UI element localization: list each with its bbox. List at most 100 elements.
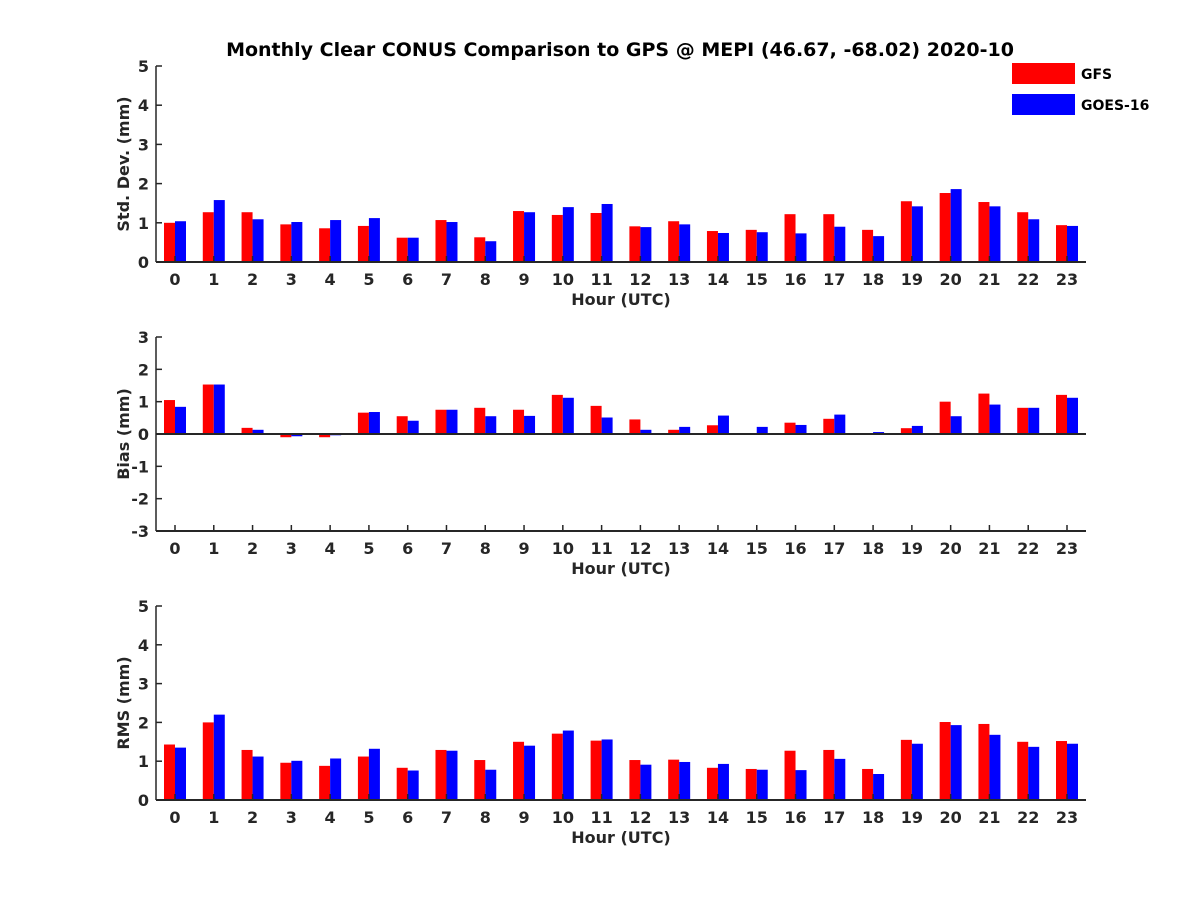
x-tick-label: 14 <box>707 808 729 827</box>
x-tick-label: 12 <box>629 539 651 558</box>
bar-goes-16-hour-1 <box>213 384 225 434</box>
bar-goes-16-hour-3 <box>291 434 303 437</box>
bar-gfs-hour-20 <box>939 401 951 434</box>
bar-gfs-hour-20 <box>939 722 951 800</box>
bar-goes-16-hour-5 <box>368 748 380 800</box>
y-axis-label: Bias (mm) <box>114 388 133 480</box>
bar-goes-16-hour-16 <box>795 233 807 262</box>
x-tick-label: 2 <box>247 808 258 827</box>
bar-gfs-hour-11 <box>590 740 602 800</box>
bar-gfs-hour-17 <box>823 214 835 262</box>
x-tick-label: 10 <box>552 539 574 558</box>
x-tick-label: 7 <box>441 270 452 289</box>
bar-gfs-hour-11 <box>590 405 602 434</box>
x-tick-label: 20 <box>940 270 962 289</box>
bar-goes-16-hour-20 <box>950 189 962 262</box>
x-tick-label: 20 <box>940 808 962 827</box>
y-tick-label: 2 <box>138 175 149 194</box>
bar-gfs-hour-15 <box>745 768 757 800</box>
bar-gfs-hour-16 <box>784 422 796 434</box>
x-tick-label: 1 <box>208 270 219 289</box>
x-tick-label: 13 <box>668 539 690 558</box>
y-tick-label: 0 <box>138 425 149 444</box>
y-tick-label: 5 <box>138 597 149 616</box>
x-tick-label: 22 <box>1017 539 1039 558</box>
bar-goes-16-hour-8 <box>485 416 497 434</box>
x-tick-label: 6 <box>402 270 413 289</box>
bar-goes-16-hour-1 <box>213 200 225 262</box>
bar-gfs-hour-18 <box>862 768 874 800</box>
bar-goes-16-hour-19 <box>911 743 923 800</box>
bar-gfs-hour-22 <box>1017 212 1029 262</box>
x-tick-label: 13 <box>668 808 690 827</box>
x-tick-label: 11 <box>590 808 612 827</box>
bar-gfs-hour-2 <box>241 749 253 800</box>
bar-goes-16-hour-21 <box>989 404 1001 434</box>
bar-gfs-hour-8 <box>474 237 486 262</box>
x-tick-label: 1 <box>208 539 219 558</box>
x-axis-label: Hour (UTC) <box>571 828 671 847</box>
x-tick-label: 7 <box>441 539 452 558</box>
x-tick-label: 16 <box>784 270 806 289</box>
bar-goes-16-hour-6 <box>407 237 419 262</box>
bar-gfs-hour-3 <box>280 224 292 262</box>
y-tick-label: 3 <box>138 135 149 154</box>
bar-gfs-hour-20 <box>939 193 951 262</box>
y-tick-label: 4 <box>138 636 149 655</box>
bar-goes-16-hour-7 <box>446 222 458 262</box>
bar-gfs-hour-4 <box>319 765 331 800</box>
bar-gfs-hour-5 <box>357 756 369 800</box>
bar-gfs-hour-23 <box>1056 225 1067 262</box>
bar-goes-16-hour-22 <box>1028 407 1040 434</box>
x-axis-label: Hour (UTC) <box>571 559 671 578</box>
x-tick-label: 7 <box>441 808 452 827</box>
x-tick-label: 8 <box>480 270 491 289</box>
bar-gfs-hour-21 <box>978 723 990 800</box>
bar-goes-16-hour-4 <box>330 220 342 262</box>
y-tick-label: 1 <box>138 752 149 771</box>
x-tick-label: 17 <box>823 539 845 558</box>
bar-gfs-hour-4 <box>319 228 331 262</box>
bar-goes-16-hour-10 <box>562 397 574 434</box>
x-tick-label: 9 <box>518 539 529 558</box>
bar-goes-16-hour-14 <box>717 763 729 800</box>
x-tick-label: 19 <box>901 808 923 827</box>
x-tick-label: 5 <box>363 808 374 827</box>
bar-goes-16-hour-0 <box>175 221 186 262</box>
bar-goes-16-hour-22 <box>1028 746 1040 800</box>
bar-goes-16-hour-12 <box>640 764 652 800</box>
x-tick-label: 13 <box>668 270 690 289</box>
y-tick-label: 1 <box>138 214 149 233</box>
x-tick-label: 9 <box>518 270 529 289</box>
bar-gfs-hour-16 <box>784 750 796 800</box>
x-tick-label: 5 <box>363 539 374 558</box>
x-tick-label: 8 <box>480 539 491 558</box>
x-tick-label: 15 <box>746 539 768 558</box>
bar-goes-16-hour-10 <box>562 207 574 262</box>
x-tick-label: 8 <box>480 808 491 827</box>
bar-goes-16-hour-13 <box>679 426 691 434</box>
bar-goes-16-hour-5 <box>368 218 380 262</box>
bar-goes-16-hour-15 <box>756 769 768 800</box>
bar-goes-16-hour-17 <box>834 758 846 800</box>
bar-gfs-hour-7 <box>435 220 447 262</box>
x-tick-label: 19 <box>901 270 923 289</box>
bar-goes-16-hour-0 <box>175 747 186 800</box>
bar-goes-16-hour-6 <box>407 420 419 434</box>
y-tick-label: 0 <box>138 253 149 272</box>
bar-goes-16-hour-2 <box>252 756 264 800</box>
x-tick-label: 21 <box>978 539 1000 558</box>
x-tick-label: 21 <box>978 808 1000 827</box>
x-tick-label: 16 <box>784 808 806 827</box>
x-tick-label: 15 <box>746 808 768 827</box>
bar-goes-16-hour-3 <box>291 222 303 262</box>
bar-gfs-hour-17 <box>823 418 835 434</box>
bar-gfs-hour-7 <box>435 749 447 800</box>
x-tick-label: 6 <box>402 808 413 827</box>
x-tick-label: 10 <box>552 808 574 827</box>
bar-gfs-hour-1 <box>202 212 214 262</box>
bar-gfs-hour-15 <box>745 229 757 262</box>
x-tick-label: 23 <box>1056 270 1078 289</box>
bar-gfs-hour-9 <box>513 211 525 262</box>
